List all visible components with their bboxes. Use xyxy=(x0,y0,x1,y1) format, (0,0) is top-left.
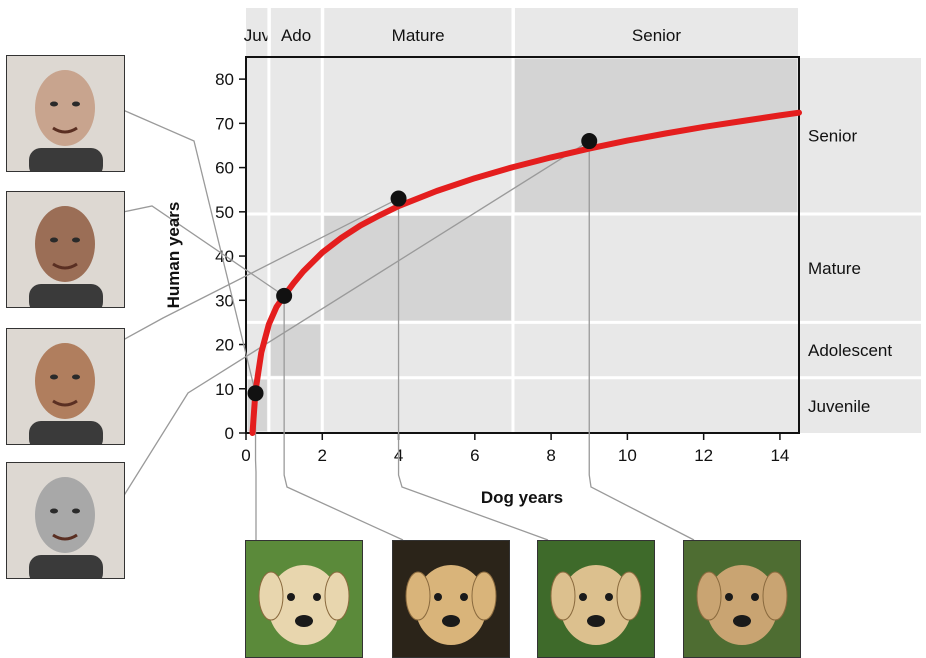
data-point xyxy=(247,385,264,402)
leader-line-dog xyxy=(588,141,695,541)
dog-stage-label-mature: Mature xyxy=(392,26,445,45)
y-tick-label: 30 xyxy=(215,291,234,310)
dog-illustration xyxy=(393,541,509,657)
dog-stage-label-senior: Senior xyxy=(632,26,681,45)
leader-line-human xyxy=(122,140,590,498)
leader-line-human xyxy=(122,205,285,297)
leader-line-human xyxy=(122,109,257,394)
dog-photo-senior xyxy=(683,540,801,658)
series-line-curve xyxy=(249,109,802,436)
dog-stage-label-ado: Ado xyxy=(281,26,311,45)
dog-photo-adolescent xyxy=(392,540,510,658)
y-tick-label: 70 xyxy=(215,114,234,133)
human-stage-label-mature: Mature xyxy=(808,259,861,278)
dog-illustration xyxy=(246,541,362,657)
portrait-illustration xyxy=(7,192,124,307)
dog-photo-mature xyxy=(537,540,655,658)
x-tick-label: 12 xyxy=(694,446,713,465)
y-tick-label: 0 xyxy=(225,424,234,443)
stage-highlight-box xyxy=(270,324,321,376)
leader-line-dog xyxy=(283,295,404,541)
data-points xyxy=(247,133,598,402)
dog-illustration xyxy=(684,541,800,657)
x-tick-label: 2 xyxy=(318,446,327,465)
human-stage-label-adolescent: Adolescent xyxy=(808,341,892,360)
data-point xyxy=(581,133,598,150)
person-photo-mature xyxy=(6,191,125,308)
y-tick-label: 60 xyxy=(215,159,234,178)
y-tick-label: 80 xyxy=(215,70,234,89)
human-stage-label-juvenile: Juvenile xyxy=(808,397,870,416)
human-stage-label-senior: Senior xyxy=(808,127,857,146)
x-tick-label: 0 xyxy=(241,446,250,465)
person-photo-juvenile xyxy=(6,462,125,579)
human-stage-band-adolescent xyxy=(246,323,921,377)
x-tick-label: 6 xyxy=(470,446,479,465)
dog-stage-label-juv: Juv xyxy=(244,26,271,45)
y-tick-label: 50 xyxy=(215,203,234,222)
plot-frame xyxy=(245,56,800,434)
x-tick-label: 10 xyxy=(618,446,637,465)
x-tick-label: 14 xyxy=(770,446,789,465)
y-tick-label: 10 xyxy=(215,380,234,399)
dog-illustration xyxy=(538,541,654,657)
x-axis-label: Dog years xyxy=(481,488,563,507)
person-photo-senior xyxy=(6,55,125,172)
portrait-illustration xyxy=(7,463,124,578)
leader-line-dog xyxy=(397,198,549,541)
data-point xyxy=(276,287,293,304)
leader-line-human xyxy=(122,197,399,341)
y-axis-label: Human years xyxy=(164,202,183,309)
y-tick-label: 20 xyxy=(215,336,234,355)
data-point xyxy=(390,190,407,207)
portrait-illustration xyxy=(7,56,124,171)
x-tick-label: 8 xyxy=(546,446,555,465)
y-tick-label: 40 xyxy=(215,247,234,266)
human-stage-band-juvenile xyxy=(246,378,921,433)
person-photo-adolescent xyxy=(6,328,125,445)
leader-lines xyxy=(122,109,695,541)
stage-highlight-box xyxy=(324,216,511,321)
portrait-illustration xyxy=(7,329,124,444)
dog-photo-juvenile xyxy=(245,540,363,658)
